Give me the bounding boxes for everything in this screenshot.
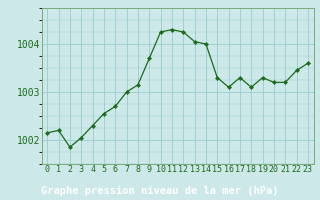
Text: Graphe pression niveau de la mer (hPa): Graphe pression niveau de la mer (hPa) bbox=[41, 186, 279, 196]
